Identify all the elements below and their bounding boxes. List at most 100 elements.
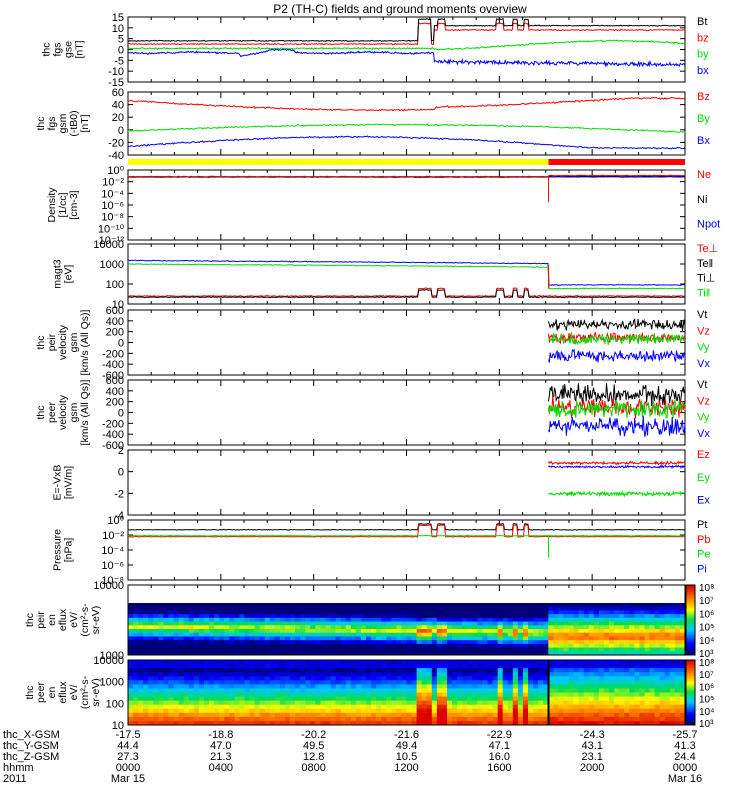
spectrogram-cell (184, 660, 189, 664)
spectrogram-cell (158, 607, 163, 611)
spectrogram-cell (371, 717, 376, 721)
spectrogram-cell (341, 610, 346, 614)
spectrogram-cell (563, 622, 568, 626)
spectrogram-cell (270, 618, 275, 622)
spectrogram-cell (214, 668, 219, 672)
spectrogram-cell (305, 701, 310, 705)
spectrogram-cell (523, 717, 528, 721)
spectrogram-cell (417, 607, 422, 611)
spectrogram-cell (386, 709, 391, 713)
spectrogram-cell (270, 688, 275, 692)
spectrogram-cell (275, 680, 280, 684)
spectrogram-cell (310, 705, 315, 709)
spectrogram-cell (584, 622, 589, 626)
spectrogram-cell (199, 684, 204, 688)
spectrogram-cell (128, 644, 133, 648)
spectrogram-cell (508, 660, 513, 664)
spectrogram-cell (574, 614, 579, 618)
spectrogram-cell (401, 633, 406, 637)
spectrogram-cell (503, 680, 508, 684)
spectrogram-cell (482, 633, 487, 637)
spectrogram-cell (488, 625, 493, 629)
spectrogram-cell (447, 614, 452, 618)
spectrogram-cell (503, 603, 508, 607)
spectrogram-cell (255, 680, 260, 684)
spectrogram-cell (417, 603, 422, 607)
spectrogram-cell (214, 629, 219, 633)
spectrogram-cell (396, 709, 401, 713)
y-label-line: [nT] (74, 40, 86, 58)
spectrogram-cell (614, 625, 619, 629)
spectrogram-cell (493, 697, 498, 701)
spectrogram-cell (133, 705, 138, 709)
spectrogram-cell (366, 607, 371, 611)
spectrogram-cell (624, 705, 629, 709)
spectrogram-cell (265, 709, 270, 713)
spectrogram-cell (650, 697, 655, 701)
spectrogram-cell (396, 688, 401, 692)
spectrogram-cell (290, 713, 295, 717)
spectrogram-cell (148, 717, 153, 721)
spectrogram-cell (295, 607, 300, 611)
spectrogram-cell (488, 688, 493, 692)
spectrogram-cell (437, 693, 442, 697)
spectrogram-cell (396, 705, 401, 709)
spectrogram-cell (407, 622, 412, 626)
spectrogram-cell (609, 664, 614, 668)
spectrogram-cell (462, 672, 467, 676)
spectrogram-cell (533, 668, 538, 672)
spectrogram-cell (574, 603, 579, 607)
y-label-line: [mV/m] (63, 466, 75, 499)
spectrogram-cell (295, 636, 300, 640)
spectrogram-cell (665, 660, 670, 664)
spectrogram-cell (624, 614, 629, 618)
spectrogram-cell (285, 713, 290, 717)
spectrogram-cell (239, 640, 244, 644)
spectrogram-cell (427, 713, 432, 717)
spectrogram-cell (401, 622, 406, 626)
spectrogram-cell (391, 629, 396, 633)
spectrogram-cell (609, 697, 614, 701)
spectrogram-cell (412, 636, 417, 640)
spectrogram-cell (548, 607, 553, 611)
spectrogram-cell (396, 713, 401, 717)
spectrogram-cell (351, 717, 356, 721)
spectrogram-cell (675, 625, 680, 629)
spectrogram-cell (361, 693, 366, 697)
spectrogram-cell (194, 618, 199, 622)
spectrogram-cell (356, 607, 361, 611)
spectrogram-cell (280, 701, 285, 705)
spectrogram-cell (619, 676, 624, 680)
spectrogram-cell (325, 629, 330, 633)
spectrogram-cell (366, 610, 371, 614)
spectrogram-cell (265, 648, 270, 652)
panel-frame (128, 380, 685, 445)
spectrogram-cell (599, 697, 604, 701)
spectrogram-cell (381, 640, 386, 644)
spectrogram-cell (153, 607, 158, 611)
spectrogram-cell (508, 640, 513, 644)
spectrogram-cell (417, 684, 422, 688)
spectrogram-cell (660, 717, 665, 721)
spectrogram-cell (538, 622, 543, 626)
spectrogram-cell (260, 717, 265, 721)
spectrogram-cell (376, 640, 381, 644)
spectrogram-cell (634, 618, 639, 622)
spectrogram-cell (356, 701, 361, 705)
spectrogram-cell (609, 672, 614, 676)
spectrogram-cell (341, 648, 346, 652)
spectrogram-cell (244, 607, 249, 611)
spectrogram-cell (376, 713, 381, 717)
spectrogram-cell (229, 636, 234, 640)
spectrogram-cell (229, 629, 234, 633)
spectrogram-cell (239, 668, 244, 672)
spectrogram-cell (437, 644, 442, 648)
spectrogram-cell (325, 688, 330, 692)
spectrogram-cell (285, 614, 290, 618)
spectrogram-cell (133, 648, 138, 652)
spectrogram-cell (569, 672, 574, 676)
colorbar-label: 10⁷ (699, 670, 714, 681)
spectrogram-cell (422, 660, 427, 664)
spectrogram-cell (619, 625, 624, 629)
